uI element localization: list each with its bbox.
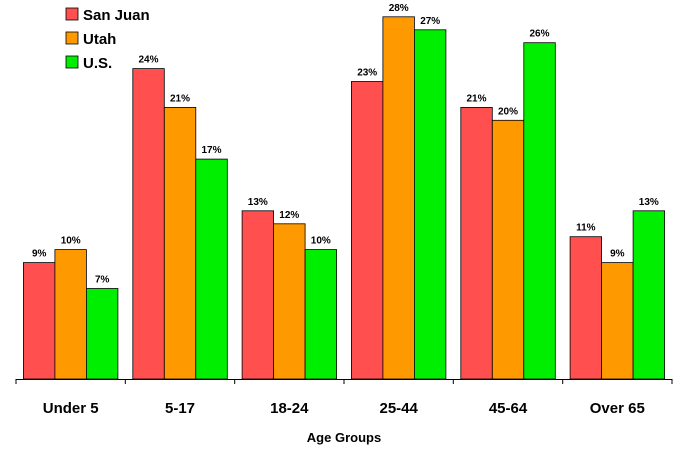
bar-value-label: 9% bbox=[32, 249, 47, 260]
bar-sanjuan-4 bbox=[460, 107, 493, 380]
bar-utah-1 bbox=[163, 107, 197, 380]
bar-sanjuan-3 bbox=[350, 81, 384, 380]
bar-sanjuan-1 bbox=[132, 68, 165, 380]
bar-us-3 bbox=[413, 29, 447, 380]
bar-utah-0 bbox=[54, 249, 87, 380]
bar-utah-3 bbox=[382, 16, 415, 380]
bar-utah-4 bbox=[491, 119, 525, 380]
bar-value-label: 17% bbox=[201, 145, 221, 156]
category-label: Under 5 bbox=[43, 400, 99, 417]
category-label: 18-24 bbox=[270, 400, 309, 417]
bar-us-5 bbox=[632, 210, 665, 380]
bar-value-label: 20% bbox=[498, 106, 518, 117]
bar-us-0 bbox=[86, 288, 119, 380]
legend-label: San Juan bbox=[83, 7, 150, 24]
bar-utah-5 bbox=[601, 262, 634, 380]
bar-value-label: 12% bbox=[279, 210, 299, 221]
legend: San Juan Utah U.S. bbox=[65, 7, 150, 72]
bar-value-label: 21% bbox=[170, 93, 190, 104]
bar-sanjuan-0 bbox=[22, 262, 56, 380]
legend-swatch bbox=[65, 55, 79, 69]
bars-group bbox=[22, 16, 665, 380]
legend-swatch bbox=[65, 31, 79, 45]
bar-us-4 bbox=[523, 42, 556, 380]
bar-value-label: 10% bbox=[311, 236, 331, 247]
bar-value-label: 10% bbox=[61, 236, 81, 247]
x-axis-title: Age Groups bbox=[307, 430, 381, 445]
category-labels-group: Under 5 5-17 18-24 25-44 45-64 Over 65 bbox=[43, 400, 645, 417]
legend-label: Utah bbox=[83, 31, 116, 48]
bar-value-label: 9% bbox=[610, 249, 625, 260]
bar-value-label: 11% bbox=[576, 223, 596, 234]
bar-utah-2 bbox=[273, 223, 306, 380]
bar-value-label: 24% bbox=[138, 55, 158, 66]
bar-value-label: 26% bbox=[529, 29, 549, 40]
bar-value-label: 21% bbox=[466, 93, 486, 104]
bar-value-label: 23% bbox=[357, 68, 377, 79]
category-label: 5-17 bbox=[165, 400, 195, 417]
bar-value-label: 28% bbox=[389, 3, 409, 14]
bar-us-2 bbox=[304, 249, 338, 380]
category-label: Over 65 bbox=[590, 400, 645, 417]
category-label: 25-44 bbox=[380, 400, 419, 417]
category-label: 45-64 bbox=[489, 400, 528, 417]
legend-swatch bbox=[65, 7, 79, 21]
bar-value-label: 13% bbox=[639, 197, 659, 208]
bar-value-label: 13% bbox=[248, 197, 268, 208]
bar-us-1 bbox=[195, 158, 228, 380]
bar-sanjuan-2 bbox=[241, 210, 275, 380]
bar-sanjuan-5 bbox=[569, 236, 602, 380]
bar-value-label: 7% bbox=[95, 275, 110, 286]
bar-value-label: 27% bbox=[420, 16, 440, 27]
x-axis bbox=[15, 379, 673, 384]
value-labels-group: 9% 24% 13% 23% 21% 11% 10% 21% 12% 28% 20% 9% 7% 17% 1… bbox=[32, 3, 659, 286]
legend-label: U.S. bbox=[83, 55, 112, 72]
